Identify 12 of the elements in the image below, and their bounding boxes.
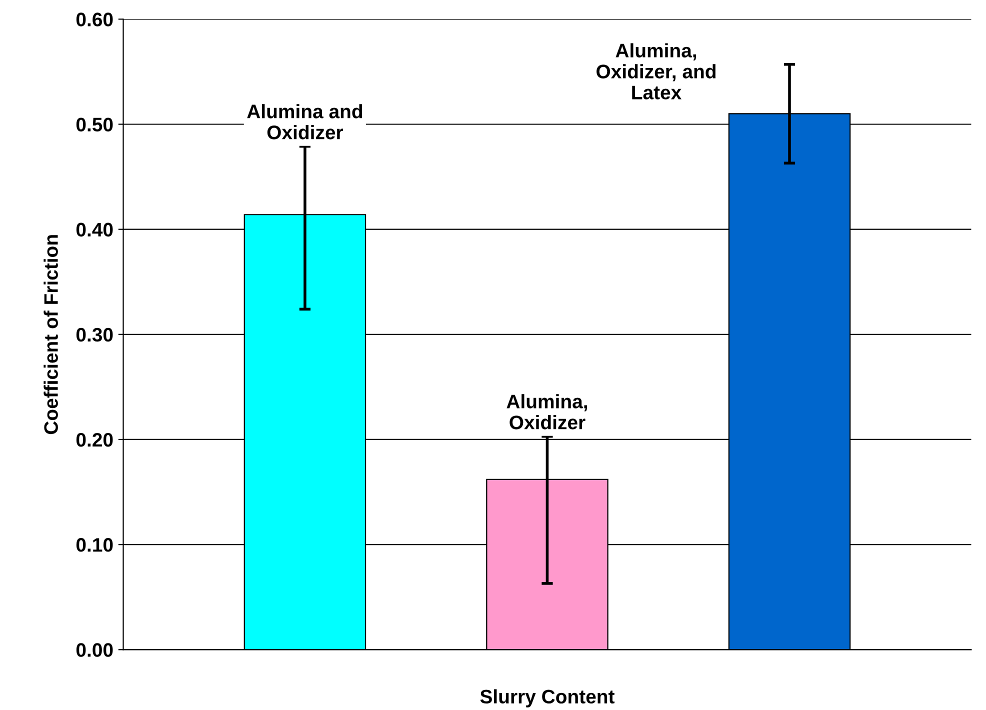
annotation: Alumina, Oxidizer	[506, 394, 587, 430]
y-tick-label: 0.10	[76, 538, 113, 552]
y-tick-label: 0.20	[76, 432, 113, 447]
y-tick-label: 0.60	[76, 12, 113, 26]
annotation: Alumina, Oxidizer, and Latex	[596, 43, 716, 100]
y-tick-label: 0.50	[76, 118, 113, 132]
y-tick-label: 0.40	[76, 222, 113, 237]
y-axis-title: Coefficient of Friction	[44, 235, 58, 434]
y-tick-label: 0.00	[76, 643, 113, 657]
annotation: Alumina and Oxidizer	[247, 104, 362, 140]
y-tick-label: 0.30	[76, 328, 113, 342]
x-axis-title: Slurry Content	[480, 689, 615, 708]
